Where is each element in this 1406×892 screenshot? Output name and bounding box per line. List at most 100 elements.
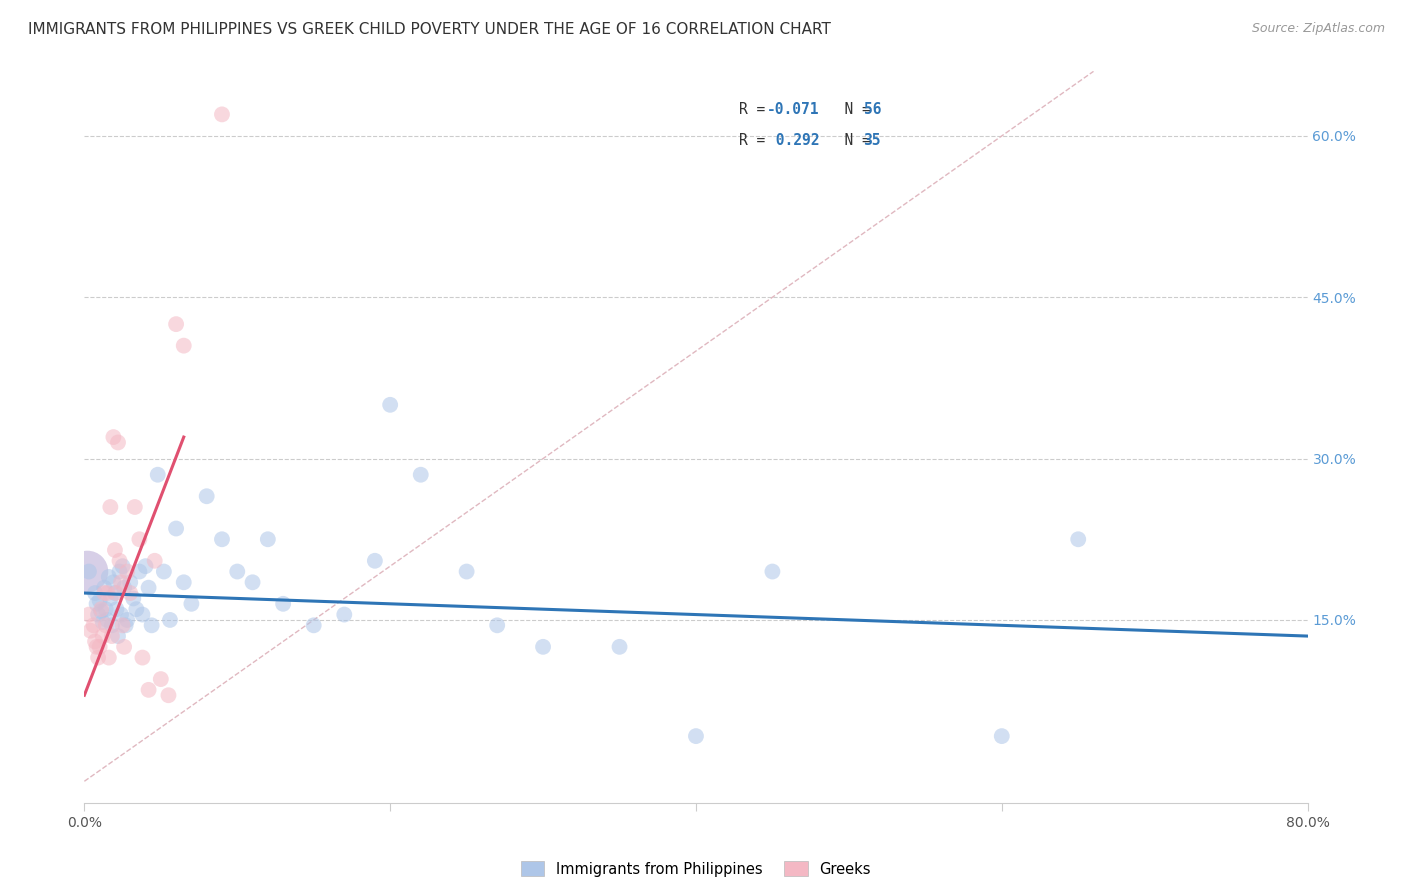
Point xyxy=(79,624,101,638)
Text: 56: 56 xyxy=(863,102,882,117)
Point xyxy=(111,559,134,574)
Point xyxy=(226,565,249,579)
Point xyxy=(103,430,125,444)
Point xyxy=(96,586,118,600)
Point xyxy=(111,618,134,632)
Point xyxy=(124,500,146,514)
Text: Source: ZipAtlas.com: Source: ZipAtlas.com xyxy=(1251,22,1385,36)
Point xyxy=(138,581,160,595)
Point xyxy=(211,107,233,121)
Point xyxy=(97,650,120,665)
Point xyxy=(104,543,127,558)
Point xyxy=(110,575,132,590)
Point xyxy=(195,489,218,503)
Point xyxy=(90,604,112,618)
Point xyxy=(91,615,114,629)
Point xyxy=(105,602,128,616)
Point xyxy=(96,613,118,627)
Point xyxy=(94,618,117,632)
Point xyxy=(76,565,98,579)
Point xyxy=(103,575,125,590)
Point xyxy=(108,565,131,579)
Point xyxy=(271,597,294,611)
Point xyxy=(97,570,120,584)
Text: -0.071: -0.071 xyxy=(766,102,820,117)
Point xyxy=(115,565,138,579)
Point xyxy=(609,640,631,654)
Point xyxy=(101,629,124,643)
Point xyxy=(146,467,169,482)
Text: R =: R = xyxy=(738,133,773,148)
Point xyxy=(302,618,325,632)
Point xyxy=(211,533,233,547)
Point xyxy=(93,586,115,600)
Point xyxy=(173,338,195,352)
Point xyxy=(180,597,202,611)
Point xyxy=(77,565,100,579)
Point xyxy=(141,618,163,632)
Point xyxy=(333,607,356,622)
Point xyxy=(108,554,131,568)
Point xyxy=(86,597,108,611)
Point xyxy=(120,575,142,590)
Point xyxy=(90,602,112,616)
Point xyxy=(143,554,166,568)
Point xyxy=(112,581,135,595)
Point xyxy=(486,618,509,632)
Point xyxy=(125,602,148,616)
Point xyxy=(149,672,172,686)
Point xyxy=(114,618,136,632)
Point xyxy=(131,650,153,665)
Point xyxy=(98,591,121,606)
Point xyxy=(120,586,142,600)
Point xyxy=(91,629,114,643)
Point xyxy=(135,559,157,574)
Point xyxy=(115,613,138,627)
Point xyxy=(84,634,107,648)
Point xyxy=(159,613,181,627)
Point xyxy=(165,317,187,331)
Point xyxy=(110,607,132,622)
Point xyxy=(531,640,554,654)
Point xyxy=(89,593,111,607)
Point xyxy=(128,565,150,579)
Point xyxy=(153,565,176,579)
Point xyxy=(105,586,128,600)
Point xyxy=(242,575,264,590)
Point xyxy=(165,521,187,535)
Point xyxy=(1067,533,1090,547)
Point xyxy=(991,729,1014,743)
Point xyxy=(101,618,124,632)
Point xyxy=(87,607,110,622)
Point xyxy=(98,500,121,514)
Point xyxy=(84,586,107,600)
Point xyxy=(89,640,111,654)
Text: N =: N = xyxy=(827,102,879,117)
Point xyxy=(104,586,127,600)
Point xyxy=(685,729,707,743)
Point xyxy=(77,607,100,622)
Point xyxy=(157,688,180,702)
Point xyxy=(93,581,115,595)
Text: N =: N = xyxy=(827,133,879,148)
Point xyxy=(380,398,402,412)
Point xyxy=(257,533,280,547)
Point xyxy=(364,554,387,568)
Point xyxy=(128,533,150,547)
Point xyxy=(107,435,129,450)
Text: R =: R = xyxy=(738,102,773,117)
Point xyxy=(83,618,105,632)
Point xyxy=(456,565,478,579)
Point xyxy=(761,565,783,579)
Point xyxy=(173,575,195,590)
Point xyxy=(131,607,153,622)
Point xyxy=(94,602,117,616)
Legend: Immigrants from Philippines, Greeks: Immigrants from Philippines, Greeks xyxy=(513,854,879,884)
Point xyxy=(86,640,108,654)
Text: IMMIGRANTS FROM PHILIPPINES VS GREEK CHILD POVERTY UNDER THE AGE OF 16 CORRELATI: IMMIGRANTS FROM PHILIPPINES VS GREEK CHI… xyxy=(28,22,831,37)
Text: 0.292: 0.292 xyxy=(766,133,820,148)
Point xyxy=(107,629,129,643)
Point xyxy=(87,650,110,665)
Point xyxy=(112,640,135,654)
Point xyxy=(122,591,145,606)
